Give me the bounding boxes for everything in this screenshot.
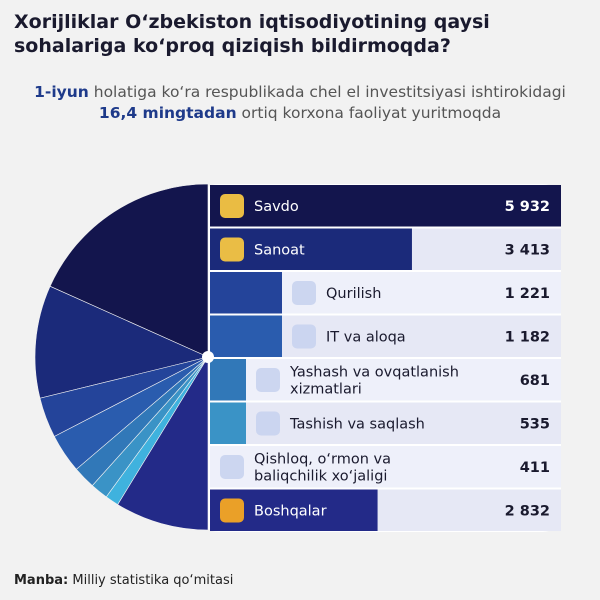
- row-label-line: Tashish va saqlash: [289, 416, 425, 432]
- category-row: Boshqalar 2 832: [210, 489, 561, 531]
- rows-card: [200, 184, 561, 532]
- grid-icon: [220, 498, 244, 523]
- row-label-line: xizmatlari: [290, 381, 362, 397]
- subtitle-highlight: 16,4 mingtadan: [98, 104, 237, 122]
- pie-center-dot: [202, 351, 214, 363]
- chart-title: Xorijliklar O‘zbekiston iqtisodiyotining…: [14, 11, 490, 57]
- row-track: [246, 359, 561, 401]
- row-label-line: Qishloq, o‘rmon va: [254, 451, 391, 467]
- chart-subtitle: 1-iyun holatiga ko‘ra respublikada chel …: [20, 82, 580, 124]
- box-icon: [256, 411, 280, 436]
- row-value: 2 832: [505, 503, 550, 519]
- category-row: IT va aloqa 1 182: [210, 315, 561, 357]
- row-value: 5 932: [505, 199, 550, 215]
- row-stub: [210, 272, 282, 314]
- row-label-line: Savdo: [254, 199, 299, 215]
- crane-icon: [292, 281, 316, 305]
- category-row: Yashash va ovqatlanish xizmatlari 681: [210, 359, 561, 401]
- category-row: Savdo 5 932: [210, 185, 561, 227]
- category-row: Qurilish 1 221: [210, 272, 561, 314]
- category-row: Qishloq, o‘rmon va baliqchilik xo‘jaligi 4…: [210, 446, 561, 488]
- row-track: [282, 272, 561, 314]
- source-label: Manba:: [14, 573, 69, 588]
- row-value: 1 221: [505, 286, 550, 302]
- row-label: Tashish va saqlash: [289, 416, 425, 432]
- subtitle-highlight: 1-iyun: [34, 83, 89, 101]
- shop-icon: [220, 194, 244, 218]
- icon-shape: [292, 281, 316, 305]
- pie-slices: [34, 183, 209, 531]
- row-label-line: baliqchilik xo‘jaligi: [254, 468, 387, 484]
- subtitle-text: holatiga ko‘ra respublikada chel el inve…: [88, 83, 566, 101]
- row-value: 1 182: [505, 329, 550, 345]
- row-label-line: Qurilish: [326, 286, 381, 302]
- row-label: IT va aloqa: [326, 329, 406, 345]
- row-value: 411: [520, 460, 550, 476]
- icon-shape: [256, 368, 280, 392]
- row-stub: [210, 315, 282, 357]
- icon-shape: [220, 455, 244, 479]
- row-track: [210, 446, 561, 488]
- icon-shape: [220, 498, 244, 523]
- row-value: 681: [520, 373, 550, 389]
- source-note: Manba: Milliy statistika qo‘mitasi: [14, 573, 233, 588]
- row-label: Boshqalar: [254, 503, 327, 519]
- row-label-line: Sanoat: [254, 242, 305, 258]
- row-label: Qurilish: [326, 286, 381, 302]
- farm-icon: [220, 455, 244, 479]
- factory-icon: [220, 237, 244, 262]
- row-bar: [210, 185, 561, 227]
- icon-shape: [220, 194, 244, 218]
- row-track: [282, 315, 561, 357]
- food-icon: [256, 368, 280, 392]
- pie-slice: [34, 285, 209, 399]
- row-label-line: IT va aloqa: [326, 329, 406, 345]
- row-label: Qishloq, o‘rmon va baliqchilik xo‘jaligi: [254, 451, 391, 484]
- row-value: 3 413: [505, 242, 550, 258]
- row-label: Yashash va ovqatlanish xizmatlari: [289, 364, 459, 397]
- row-label: Sanoat: [254, 242, 305, 258]
- category-row: Tashish va saqlash 535: [210, 402, 561, 444]
- category-rows: Savdo 5 932 Sanoat 3 413 Qurilish 1 221 IT va …: [210, 185, 561, 531]
- icon-shape: [220, 237, 244, 262]
- category-row: Sanoat 3 413: [210, 228, 561, 270]
- row-value: 535: [520, 416, 550, 432]
- row-label: Savdo: [254, 199, 299, 215]
- pie-slice: [49, 183, 209, 358]
- row-stub: [210, 402, 246, 444]
- row-label-line: Yashash va ovqatlanish: [289, 364, 459, 380]
- subtitle-text: ortiq korxona faoliyat yuritmoqda: [236, 104, 502, 122]
- row-label-line: Boshqalar: [254, 503, 327, 519]
- source-text: Milliy statistika qo‘mitasi: [72, 573, 234, 588]
- pie-slice: [117, 355, 209, 531]
- wifi-icon: [292, 324, 316, 349]
- row-stub: [210, 359, 246, 401]
- icon-shape: [256, 411, 280, 436]
- icon-shape: [292, 324, 316, 349]
- row-track: [246, 402, 561, 444]
